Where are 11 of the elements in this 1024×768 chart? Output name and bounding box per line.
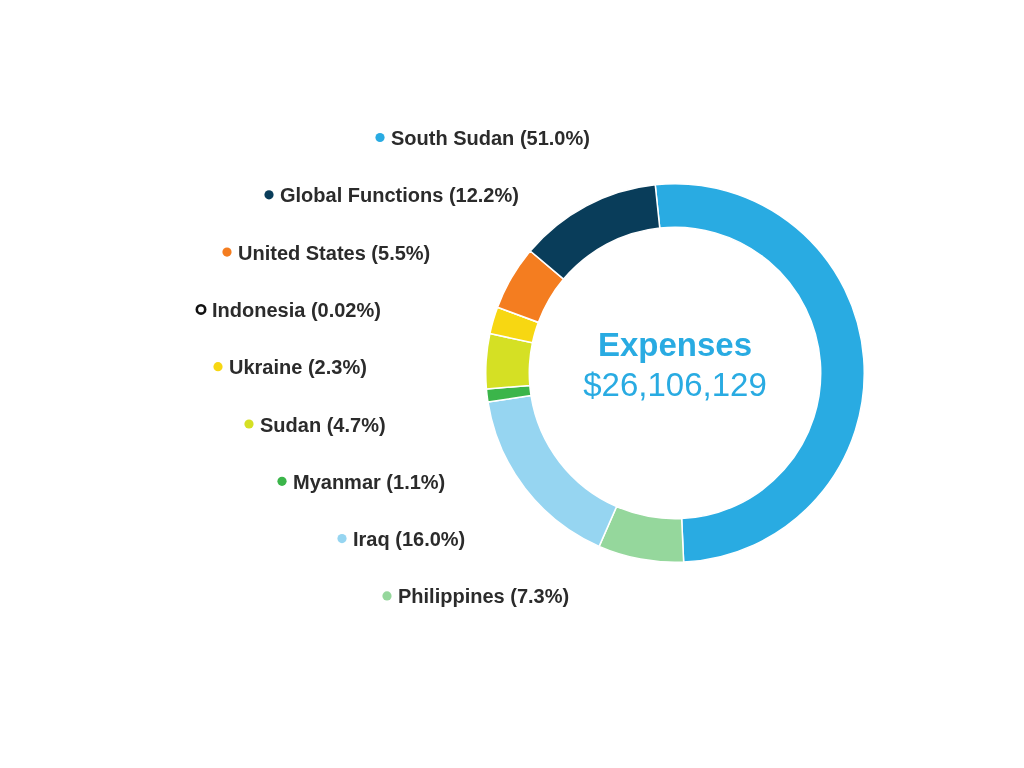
legend-label: Ukraine (2.3%)	[229, 356, 367, 379]
legend-label: United States (5.5%)	[238, 241, 431, 264]
legend-label: Indonesia (0.02%)	[212, 298, 381, 321]
legend-label: Philippines (7.3%)	[398, 585, 570, 608]
legend-label: South Sudan (51.0%)	[391, 127, 590, 150]
legend-label: Iraq (16.0%)	[353, 528, 466, 551]
text: Expenses	[597, 326, 753, 364]
legend-label: Sudan (4.7%)	[260, 413, 386, 436]
legend-label: Global Functions (12.2%)	[280, 184, 519, 207]
text: $26,106,129	[583, 366, 767, 404]
legend-label: Myanmar (1.1%)	[293, 470, 446, 493]
